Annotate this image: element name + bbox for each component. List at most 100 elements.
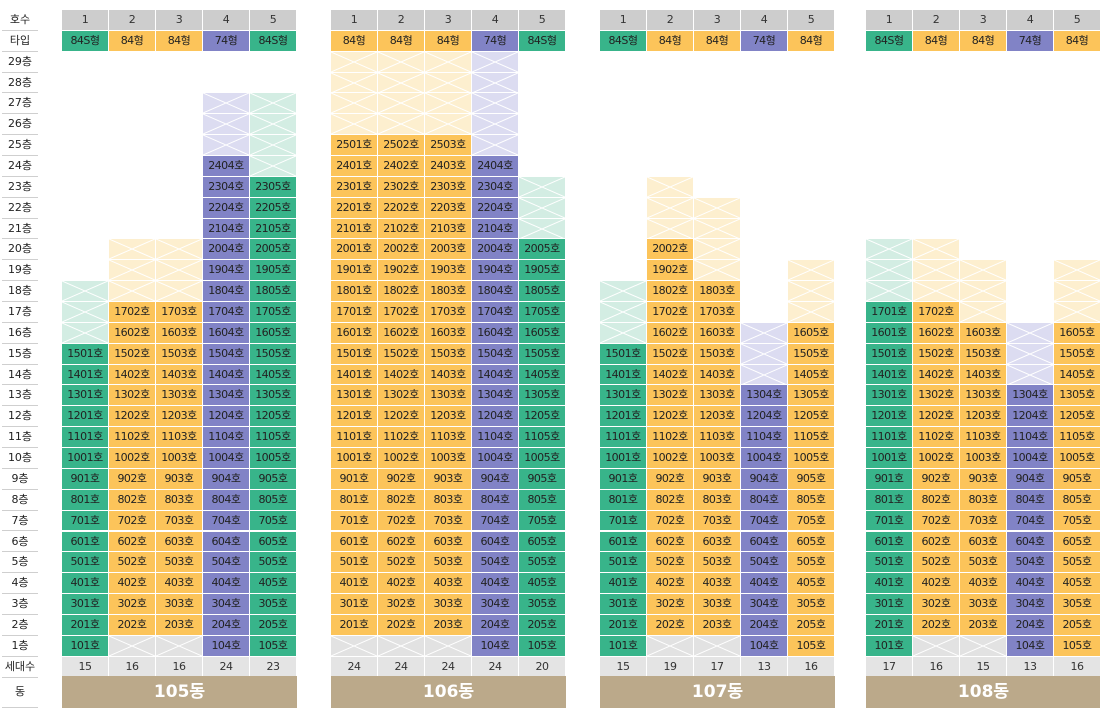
unit-cell: 1401호 [866,364,912,385]
unit-type-label: 74형 [203,30,249,51]
unit-cell: 1604호 [203,322,249,343]
unit-cell: 2001호 [331,239,377,260]
unit-cell: 902호 [913,468,959,489]
line-number-header: 3 [960,10,1006,30]
unit-cell: 403호 [425,573,471,594]
building-105동: 1 84S형 1501호 1401호 1301호 1201호 1101호 1001호 901호 8… [62,0,297,720]
unit-cell: 1304호 [1007,385,1053,406]
empty-cell-cross-icon [109,260,155,281]
unavailable-unit-cell [694,260,740,281]
unit-cell: 401호 [866,573,912,594]
empty-cell-cross-icon [203,93,249,114]
unit-cell: 801호 [331,489,377,510]
unit-cell: 1104호 [1007,427,1053,448]
unit-cell: 301호 [62,594,108,614]
unit-cell: 104호 [203,635,249,656]
line-number-header: 2 [378,10,424,30]
unit-cell: 501호 [866,552,912,573]
unit-cell: 1403호 [694,364,740,385]
unit-cell: 1001호 [331,448,377,468]
line-number-header: 3 [156,10,202,30]
unit-cell: 202호 [913,614,959,635]
empty-cell-cross-icon [203,114,249,135]
unit-cell: 1902호 [647,260,693,281]
unit-cell: 105호 [1054,635,1100,656]
unit-cell: 602호 [378,531,424,552]
unavailable-unit-cell [109,239,155,260]
unit-type-label: 84S형 [250,30,296,51]
unit-cell: 1401호 [62,364,108,385]
unit-cell: 1405호 [250,364,296,385]
unit-cell: 604호 [203,531,249,552]
unit-cell: 204호 [741,614,787,635]
empty-cell-cross-icon [156,239,202,260]
unit-cell: 2402호 [378,156,424,176]
empty-cell-cross-icon [250,156,296,176]
empty-cell-cross-icon [741,364,787,385]
unit-type-label: 84형 [913,30,959,51]
unit-cell: 1604호 [472,322,518,343]
empty-cell-cross-icon [913,281,959,302]
empty-cell-cross-icon [866,281,912,302]
unit-cell: 802호 [647,489,693,510]
unit-cell: 202호 [109,614,155,635]
unit-cell: 703호 [960,510,1006,531]
unit-cell: 802호 [913,489,959,510]
unit-cell: 601호 [331,531,377,552]
unit-cell: 1205호 [788,406,834,427]
unit-cell: 1003호 [694,448,740,468]
empty-cell-cross-icon [156,635,202,656]
row-label-floor: 10층 [0,448,40,469]
unit-cell: 301호 [866,594,912,614]
households-count: 17 [866,656,912,677]
unit-cell: 701호 [600,510,646,531]
unit-cell: 104호 [472,635,518,656]
unit-cell: 601호 [62,531,108,552]
unit-cell: 1205호 [250,406,296,427]
households-count: 23 [250,656,296,677]
unit-cell: 902호 [378,468,424,489]
unit-cell: 1103호 [425,427,471,448]
unit-cell: 601호 [600,531,646,552]
unit-cell: 302호 [109,594,155,614]
unit-cell: 1005호 [1054,448,1100,468]
row-label-floor: 4층 [0,573,40,594]
unavailable-unit-cell [331,51,377,72]
unit-cell: 1502호 [913,343,959,364]
unavailable-unit-cell [519,197,565,218]
row-label-floor: 23층 [0,177,40,198]
unit-cell: 401호 [600,573,646,594]
unavailable-unit-cell [250,156,296,176]
unit-cell: 1601호 [866,322,912,343]
unit-cell: 1705호 [250,302,296,322]
empty-cell-cross-icon [1007,364,1053,385]
unit-cell: 301호 [600,594,646,614]
unit-cell: 702호 [109,510,155,531]
households-count: 15 [62,656,108,677]
unit-cell: 2101호 [331,218,377,239]
unit-cell: 702호 [913,510,959,531]
unit-cell: 1505호 [250,343,296,364]
unit-cell: 901호 [866,468,912,489]
unit-cell: 104호 [741,635,787,656]
row-label-floor: 22층 [0,198,40,219]
empty-cell-cross-icon [378,635,424,656]
empty-cell-cross-icon [1054,281,1100,302]
unit-cell: 1204호 [203,406,249,427]
unit-cell: 1201호 [62,406,108,427]
unit-type-label: 84형 [1054,30,1100,51]
unit-cell: 801호 [866,489,912,510]
unit-cell: 505호 [1054,552,1100,573]
unit-cell: 1101호 [866,427,912,448]
empty-unit-cell [378,635,424,656]
unit-cell: 2002호 [647,239,693,260]
row-label-dong: 동 [0,676,40,708]
unit-type-label: 84형 [960,30,1006,51]
unit-cell: 1005호 [250,448,296,468]
unit-cell: 1004호 [741,448,787,468]
unit-cell: 2104호 [472,218,518,239]
unit-cell: 2002호 [378,239,424,260]
unavailable-unit-cell [866,239,912,260]
unit-cell: 1502호 [109,343,155,364]
row-label-type: 타입 [0,31,40,52]
